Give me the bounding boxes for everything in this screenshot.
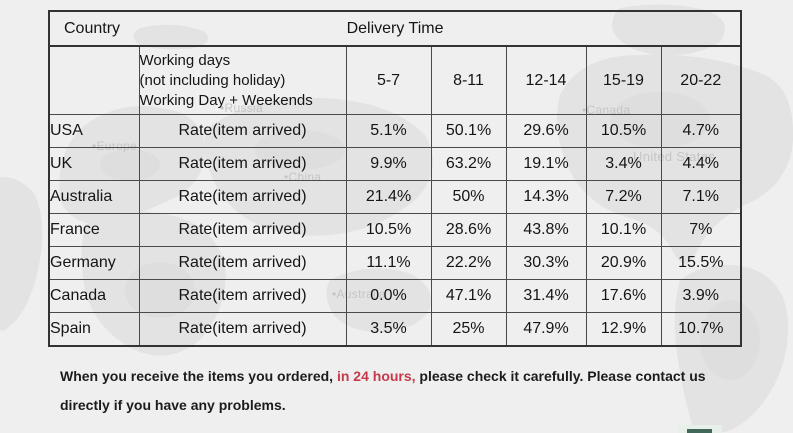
- table-row-usa: USA Rate(item arrived) 5.1% 50.1% 29.6% …: [48, 114, 742, 148]
- note-line2: directly if you have any problems.: [60, 397, 286, 413]
- range-header-20-22: 20-22: [660, 45, 742, 115]
- rate-label: Rate(item arrived): [138, 213, 347, 247]
- rate-value: 7.2%: [585, 180, 662, 214]
- rate-value: 17.6%: [585, 279, 662, 313]
- table-subheader-row: Working days (not including holiday) Wor…: [48, 45, 742, 115]
- rate-value: 10.7%: [660, 312, 742, 347]
- country-name: Spain: [48, 312, 140, 347]
- empty-cell: [48, 45, 140, 115]
- rate-label: Rate(item arrived): [138, 312, 347, 347]
- rate-label: Rate(item arrived): [138, 180, 347, 214]
- rate-label: Rate(item arrived): [138, 114, 347, 148]
- working-days-line: Working Day + Weekends: [139, 91, 313, 109]
- table-row-canada: Canada Rate(item arrived) 0.0% 47.1% 31.…: [48, 279, 742, 313]
- rate-value: 10.5%: [345, 213, 432, 247]
- table-header-row: Country Delivery Time: [48, 10, 742, 47]
- rate-value: 11.1%: [345, 246, 432, 280]
- rate-value: 47.1%: [430, 279, 507, 313]
- rate-value: 25%: [430, 312, 507, 347]
- rate-label: Rate(item arrived): [138, 279, 347, 313]
- rate-value: 43.8%: [505, 213, 587, 247]
- working-days-line: (not including holiday): [139, 71, 286, 89]
- rate-value: 47.9%: [505, 312, 587, 347]
- teal-accent-bar: [687, 429, 712, 433]
- country-name: USA: [48, 114, 140, 148]
- rate-value: 10.5%: [585, 114, 662, 148]
- table-row-australia: Australia Rate(item arrived) 21.4% 50% 1…: [48, 180, 742, 214]
- rate-value: 12.9%: [585, 312, 662, 347]
- country-header-label: Country: [64, 19, 121, 37]
- rate-value: 5.1%: [345, 114, 432, 148]
- working-days-line: Working days: [139, 51, 231, 69]
- table-row-spain: Spain Rate(item arrived) 3.5% 25% 47.9% …: [48, 312, 742, 347]
- working-days-cell: Working days (not including holiday) Wor…: [138, 45, 347, 115]
- rate-value: 28.6%: [430, 213, 507, 247]
- country-name: France: [48, 213, 140, 247]
- rate-label: Rate(item arrived): [138, 147, 347, 181]
- table-header-cell: Country Delivery Time: [48, 10, 742, 47]
- range-header-8-11: 8-11: [430, 45, 507, 115]
- table-row-uk: UK Rate(item arrived) 9.9% 63.2% 19.1% 3…: [48, 147, 742, 181]
- note-highlight-24-hours: in 24 hours,: [336, 368, 416, 384]
- range-header-5-7: 5-7: [345, 45, 432, 115]
- note-text: When you receive the items you ordered, …: [60, 362, 785, 420]
- rate-value: 10.1%: [585, 213, 662, 247]
- rate-value: 22.2%: [430, 246, 507, 280]
- rate-label: Rate(item arrived): [138, 246, 347, 280]
- rate-value: 0.0%: [345, 279, 432, 313]
- rate-value: 21.4%: [345, 180, 432, 214]
- table-row-france: France Rate(item arrived) 10.5% 28.6% 43…: [48, 213, 742, 247]
- range-header-15-19: 15-19: [585, 45, 662, 115]
- rate-value: 14.3%: [505, 180, 587, 214]
- rate-value: 15.5%: [660, 246, 742, 280]
- table-row-germany: Germany Rate(item arrived) 11.1% 22.2% 3…: [48, 246, 742, 280]
- rate-value: 3.4%: [585, 147, 662, 181]
- country-name: Australia: [48, 180, 140, 214]
- rate-value: 19.1%: [505, 147, 587, 181]
- rate-value: 7.1%: [660, 180, 742, 214]
- rate-value: 30.3%: [505, 246, 587, 280]
- delivery-time-table: Country Delivery Time Working days (not …: [48, 10, 743, 347]
- rate-value: 50.1%: [430, 114, 507, 148]
- rate-value: 3.5%: [345, 312, 432, 347]
- note-part1: When you receive the items you ordered,: [60, 368, 337, 384]
- note-part2: please check it carefully. Please contac…: [415, 368, 706, 384]
- rate-value: 29.6%: [505, 114, 587, 148]
- rate-value: 20.9%: [585, 246, 662, 280]
- rate-value: 3.9%: [660, 279, 742, 313]
- rate-value: 7%: [660, 213, 742, 247]
- country-name: Germany: [48, 246, 140, 280]
- country-name: Canada: [48, 279, 140, 313]
- rate-value: 4.7%: [660, 114, 742, 148]
- rate-value: 9.9%: [345, 147, 432, 181]
- rate-value: 31.4%: [505, 279, 587, 313]
- range-header-12-14: 12-14: [505, 45, 587, 115]
- country-name: UK: [48, 147, 140, 181]
- rate-value: 63.2%: [430, 147, 507, 181]
- rate-value: 4.4%: [660, 147, 742, 181]
- delivery-time-header-label: Delivery Time: [346, 19, 444, 37]
- rate-value: 50%: [430, 180, 507, 214]
